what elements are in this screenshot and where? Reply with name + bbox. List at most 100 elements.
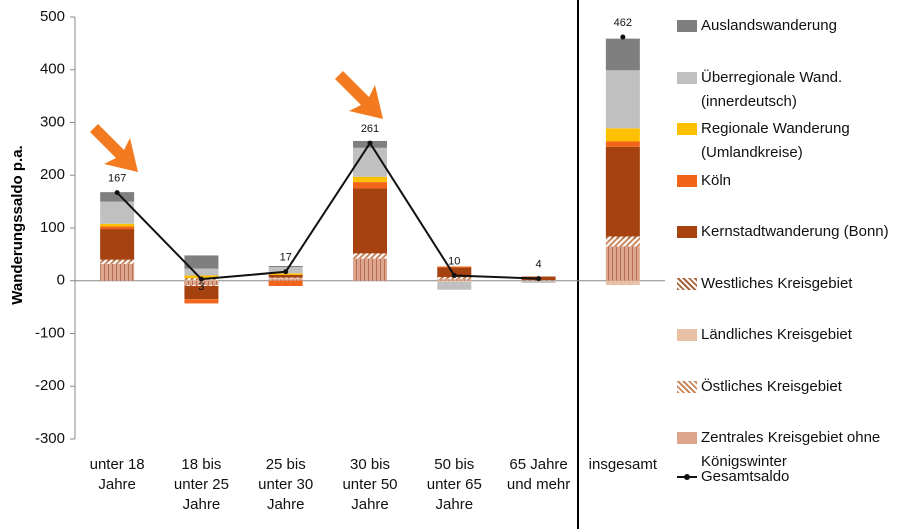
legend-swatch (677, 432, 697, 444)
legend-label: Zentrales Kreisgebiet ohne Königswinter (701, 429, 881, 470)
bar-segment (100, 259, 135, 262)
arrow (335, 71, 383, 119)
legend-label: Gesamtsaldo (701, 467, 790, 485)
y-tick-label: 500 (40, 8, 65, 25)
legend-item: Köln (677, 169, 892, 193)
bar-segment (353, 188, 387, 254)
arrow (90, 124, 138, 172)
legend-swatch (677, 174, 697, 187)
legend-item: Überregionale Wand. (innerdeutsch) (677, 66, 892, 114)
bar-segment (605, 146, 640, 237)
bar-segment (268, 278, 303, 280)
x-tick-label: unter 18 Jahre (89, 456, 145, 493)
bar-segment (605, 70, 640, 129)
total-line (369, 142, 456, 277)
bar-segment (437, 267, 472, 278)
y-tick-label: 200 (40, 166, 65, 183)
legend-swatch (677, 71, 697, 84)
bar-segment (100, 226, 135, 230)
total-point (114, 190, 120, 196)
bar-segment (268, 279, 303, 281)
bar-segment (100, 192, 135, 202)
bar-segment (605, 246, 640, 281)
x-tick-label: 18 bis unter 25 Jahre (173, 456, 229, 513)
x-tick-label: 65 Jahre und mehr (506, 456, 571, 493)
bar-segment (605, 38, 640, 71)
bar-segment (605, 280, 640, 285)
data-label: 261 (361, 123, 379, 135)
total-line (116, 191, 203, 280)
bar-segment (521, 280, 556, 283)
legend-label: Kernstadtwanderung (Bonn) (701, 223, 889, 240)
y-tick-label: 400 (40, 61, 65, 78)
bar-segment (605, 236, 640, 239)
y-tick-label: 0 (57, 272, 65, 289)
total-point (536, 276, 542, 282)
bar-segment (100, 229, 135, 260)
total-line (454, 274, 539, 280)
legend-swatch (677, 123, 697, 135)
legend-item: Westliches Kreisgebiet (677, 272, 892, 296)
total-point (367, 140, 373, 146)
total-line (284, 142, 371, 273)
legend-swatch (677, 20, 697, 32)
bar-segment (184, 280, 219, 285)
legend-label: Köln (701, 171, 732, 189)
bar-segment (184, 284, 219, 287)
legend-line (677, 473, 697, 480)
x-tick-label: 50 bis unter 65 Jahre (426, 456, 482, 513)
legend-item: Östliches Kreisgebiet (677, 375, 892, 399)
y-tick-label: -200 (35, 377, 65, 394)
legend-item: Regionale Wanderung (Umlandkreise) (677, 117, 892, 165)
bar-segment (437, 266, 472, 268)
legend-dot (684, 473, 690, 480)
bar-segment (605, 141, 640, 147)
y-tick-label: 100 (40, 219, 65, 236)
x-tick-label: 25 bis unter 30 Jahre (258, 456, 314, 513)
bar-segment (100, 263, 135, 281)
legend-item: Auslandswanderung (677, 14, 892, 38)
y-tick-label: 300 (40, 113, 65, 130)
bar-segment (353, 258, 387, 281)
legend-swatch (677, 226, 697, 238)
total-point (620, 34, 626, 40)
legend-item: Zentrales Kreisgebiet ohne Königswinter (677, 426, 892, 474)
bar-segment (437, 278, 472, 280)
bar-segment (100, 261, 135, 264)
legend-swatch (677, 277, 697, 290)
bar-segment (605, 238, 640, 247)
x-tick-label: insgesamt (588, 456, 658, 473)
bar-segment (605, 128, 640, 142)
data-label: 17 (280, 252, 292, 264)
legend-item: Kernstadtwanderung (Bonn) (677, 220, 892, 244)
total-line (201, 270, 286, 281)
bar-segment (100, 223, 135, 227)
legend-item: Ländliches Kreisgebiet (677, 323, 892, 347)
bar-segment (184, 268, 219, 276)
bar-segment (353, 253, 387, 255)
y-axis-title: Wanderungssaldo p.a. (9, 145, 26, 304)
x-tick-label: 30 bis unter 50 Jahre (342, 456, 398, 513)
bar-segment (184, 286, 219, 300)
legend-label: Östliches Kreisgebiet (701, 377, 842, 395)
data-label: 4 (536, 259, 542, 271)
legend-label: Auslandswanderung (701, 17, 837, 34)
bar-segment (184, 299, 219, 304)
bar-segment (268, 265, 303, 268)
legend-label: Ländliches Kreisgebiet (701, 326, 852, 343)
legend-label: Westliches Kreisgebiet (701, 274, 853, 292)
total-point (283, 269, 289, 275)
data-label: 462 (614, 17, 632, 29)
bar-segment (268, 280, 303, 287)
bar-segment (437, 279, 472, 281)
legend-label: Regionale Wanderung (Umlandkreise) (701, 120, 850, 161)
legend-swatch (677, 380, 697, 393)
bar-segment (100, 201, 135, 224)
legend-swatch (677, 329, 697, 341)
bar-segment (353, 182, 387, 189)
bar-segment (268, 277, 303, 279)
legend-label: Überregionale Wand. (innerdeutsch) (701, 68, 843, 110)
bar-segment (437, 281, 472, 290)
